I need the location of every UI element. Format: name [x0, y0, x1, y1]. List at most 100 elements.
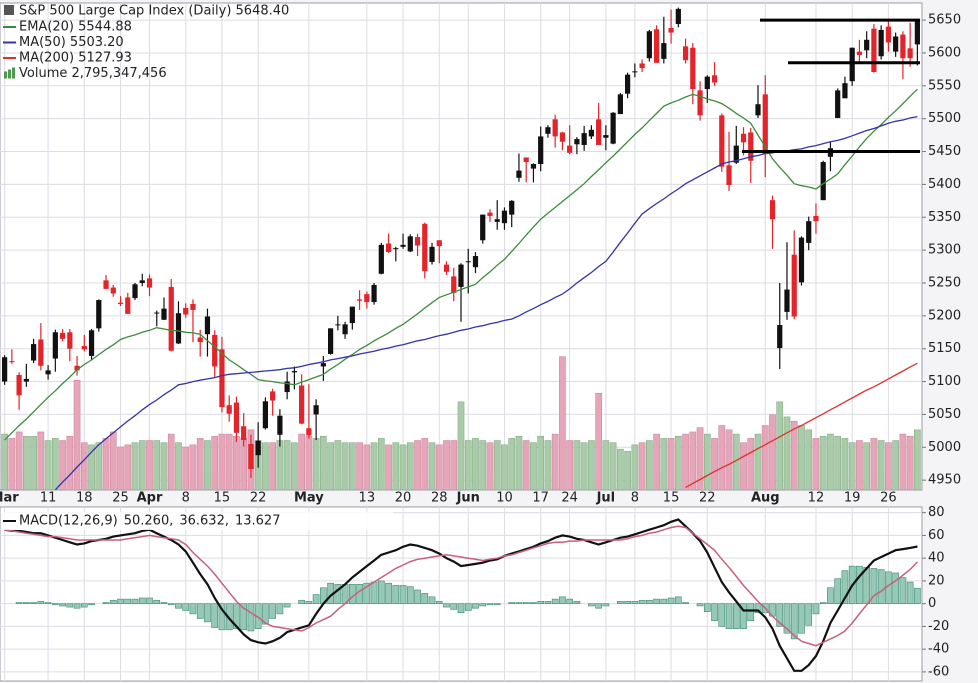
volume-bar: [1, 433, 8, 490]
histogram-bar: [559, 596, 566, 604]
volume-bar: [624, 450, 631, 490]
volume-bar: [899, 433, 907, 490]
volume-bar: [631, 444, 639, 490]
candle-body: [335, 324, 341, 326]
candle-body: [726, 165, 732, 186]
volume-bar: [370, 442, 378, 490]
candle-body: [639, 63, 645, 69]
histogram-bar: [414, 589, 421, 604]
candle-body: [364, 294, 370, 303]
histogram-bar: [892, 572, 899, 604]
volume-bar: [435, 444, 443, 490]
volume-bar: [218, 433, 226, 490]
volume-bar: [660, 438, 668, 490]
candle-body: [349, 306, 355, 324]
histogram-bar: [682, 602, 689, 604]
y-tick-label: 5450: [928, 144, 961, 159]
volume-bar: [356, 442, 363, 490]
histogram-bar: [522, 602, 530, 604]
candle-body: [697, 90, 703, 116]
volume-bar: [501, 444, 508, 490]
legend-label: Volume 2,795,347,456: [19, 66, 167, 81]
volume-layer: [1, 356, 921, 490]
volume-bar: [334, 440, 342, 490]
histogram-bar: [747, 603, 755, 622]
histogram-bar: [385, 582, 392, 604]
histogram-bar: [783, 603, 791, 634]
candle-layer: [2, 7, 920, 479]
histogram-bar: [51, 603, 59, 606]
candle-body: [291, 371, 297, 373]
volume-bar: [327, 442, 334, 490]
histogram-bar: [66, 603, 74, 608]
y-tick-label: 5100: [928, 374, 961, 389]
candle-body: [429, 246, 435, 262]
volume-bar: [66, 435, 74, 490]
histogram-bar: [732, 603, 740, 629]
volume-bar: [588, 440, 595, 490]
candle-body: [212, 334, 218, 367]
volume-bar: [479, 440, 487, 490]
volume-bar: [399, 444, 407, 490]
volume-bar: [88, 444, 95, 490]
volume-bar: [834, 435, 842, 490]
volume-bar: [725, 429, 733, 490]
volume-bar: [80, 442, 88, 490]
histogram-bar: [798, 603, 805, 634]
histogram-bar: [370, 581, 378, 604]
volume-bar: [638, 442, 646, 490]
x-tick-label: 26: [880, 491, 897, 506]
candle-body: [487, 212, 493, 216]
volume-bar: [559, 356, 566, 490]
candle-body: [262, 401, 269, 429]
volume-bar: [428, 442, 436, 490]
volume-bar: [283, 440, 291, 490]
candle-body: [711, 75, 718, 83]
histogram-bar: [153, 599, 161, 604]
histogram-bar: [660, 598, 668, 604]
y-tick-label: 5150: [928, 341, 961, 356]
histogram-bar: [450, 603, 458, 610]
histogram-bar: [435, 601, 443, 604]
volume-bar: [906, 435, 914, 490]
volume-bar: [102, 438, 110, 490]
candle-body: [320, 363, 326, 367]
histogram-bar: [298, 599, 305, 604]
candle-body: [719, 115, 725, 167]
candle-body: [472, 256, 479, 268]
volume-bar: [189, 444, 197, 490]
candle-body: [270, 391, 276, 401]
volume-bar: [870, 438, 878, 490]
candle-body: [530, 164, 537, 169]
candle-body: [190, 304, 196, 310]
histogram-bar: [740, 603, 747, 629]
volume-bar: [153, 440, 161, 490]
candle-body: [204, 316, 211, 335]
volume-bar: [877, 440, 885, 490]
candle-body: [704, 76, 710, 90]
histogram-bar: [269, 603, 276, 619]
candle-body: [110, 287, 116, 294]
histogram-bar: [877, 569, 885, 604]
x-tick-label: 11: [40, 491, 57, 506]
histogram-bar: [283, 603, 291, 608]
candle-body: [277, 415, 283, 435]
candle-body: [74, 365, 80, 371]
x-tick-label: 12: [808, 491, 825, 506]
volume-bar: [73, 380, 81, 490]
histogram-bar: [472, 603, 479, 609]
candle-body: [791, 254, 797, 317]
candle-body: [900, 34, 906, 59]
y-tick-label: 5250: [928, 275, 961, 290]
legend-label: MA(200) 5127.93: [19, 51, 132, 66]
candle-body: [299, 385, 305, 424]
histogram-bar: [138, 597, 146, 604]
x-tick-label: Jul: [596, 491, 616, 506]
volume-bar: [515, 435, 523, 490]
histogram-bar: [914, 587, 921, 604]
volume-bar: [450, 440, 458, 490]
volume-bar: [653, 433, 660, 490]
volume-bar: [711, 438, 718, 490]
histogram-bar: [406, 586, 414, 604]
